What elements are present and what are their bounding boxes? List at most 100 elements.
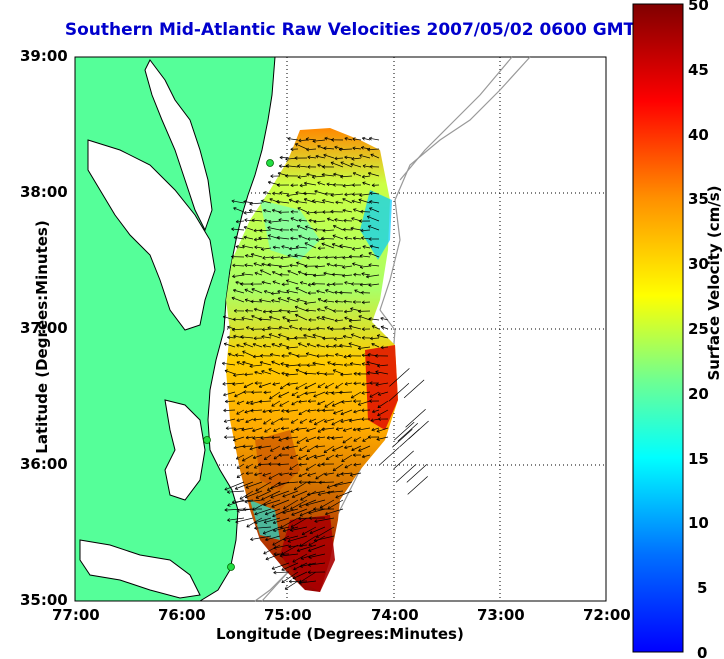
velocity-vector: [375, 382, 389, 386]
velocity-vector-head: [362, 245, 366, 247]
velocity-vector-head: [253, 308, 257, 312]
velocity-vector-head: [244, 410, 248, 413]
velocity-vector: [272, 246, 281, 249]
velocity-vector: [316, 344, 326, 348]
velocity-vector: [224, 370, 236, 375]
velocity-vector-head: [253, 237, 257, 241]
velocity-vector-head: [281, 246, 285, 249]
velocity-vector-head: [270, 293, 274, 296]
velocity-vector-head: [290, 455, 293, 459]
velocity-vector: [362, 182, 371, 186]
velocity-vector-head: [334, 320, 338, 323]
velocity-vector: [306, 256, 317, 259]
velocity-vector-head: [361, 418, 365, 422]
velocity-vector: [286, 280, 299, 285]
velocity-vector: [348, 319, 362, 322]
velocity-vector-head: [258, 318, 262, 321]
velocity-vector-head: [317, 492, 321, 495]
velocity-vector: [265, 535, 281, 541]
velocity-vector-head: [270, 495, 273, 498]
velocity-vector-head: [267, 234, 271, 236]
velocity-vector-head: [315, 266, 319, 269]
velocity-vector-head: [368, 137, 372, 141]
velocity-vector-head: [342, 209, 346, 213]
velocity-vector-head: [307, 410, 311, 413]
velocity-vector-head: [278, 394, 281, 398]
velocity-vector-head: [281, 371, 285, 374]
velocity-vector: [332, 235, 344, 240]
velocity-vector: [332, 363, 344, 366]
velocity-vector-head: [286, 445, 289, 449]
velocity-vector-head: [265, 537, 268, 541]
velocity-vector-head: [306, 448, 309, 452]
velocity-vector-head: [304, 273, 307, 277]
velocity-vector-head: [270, 448, 273, 452]
velocity-vector: [263, 191, 272, 195]
velocity-vector-head: [303, 193, 307, 196]
velocity-vector: [341, 400, 353, 403]
velocity-vector-head: [378, 418, 381, 421]
velocity-vector-head: [233, 447, 237, 450]
velocity-vector-head: [359, 282, 363, 286]
velocity-vector-head: [305, 440, 310, 442]
velocity-vector-head: [233, 445, 237, 449]
velocity-vector: [233, 207, 245, 213]
velocity-vector-head: [332, 283, 336, 286]
velocity-vector-head: [332, 235, 336, 239]
velocity-vector: [278, 219, 290, 222]
velocity-vector-head: [262, 257, 266, 260]
velocity-vector: [241, 273, 254, 276]
velocity-vector-head: [296, 440, 299, 444]
velocity-vector: [270, 445, 281, 452]
velocity-vector: [295, 382, 308, 390]
velocity-vector-head: [317, 463, 320, 466]
velocity-vector: [236, 454, 245, 460]
velocity-vector-head: [287, 382, 290, 385]
velocity-vector-head: [297, 164, 301, 167]
velocity-vector-head: [265, 559, 269, 561]
velocity-vector-head: [368, 237, 372, 240]
velocity-vector: [236, 418, 245, 422]
velocity-vector-head: [242, 245, 245, 249]
velocity-vector: [296, 262, 308, 267]
velocity-vector-head: [306, 430, 310, 433]
velocity-vector: [334, 481, 353, 487]
velocity-vector-head: [279, 155, 283, 158]
velocity-vector: [235, 517, 254, 523]
velocity-vector-head: [325, 289, 329, 291]
velocity-vector-head: [296, 225, 300, 229]
velocity-vector-head: [341, 400, 345, 403]
velocity-vector-head: [357, 346, 361, 349]
velocity-vector: [246, 517, 263, 528]
velocity-vector-head: [322, 230, 326, 233]
velocity-vector-head: [360, 211, 364, 214]
velocity-vector: [351, 391, 362, 399]
velocity-vector: [360, 283, 371, 286]
velocity-vector-head: [342, 428, 346, 432]
velocity-vector-head: [224, 435, 227, 438]
velocity-vector-head: [264, 429, 267, 433]
velocity-vector: [369, 201, 380, 204]
velocity-vector-head: [330, 193, 334, 196]
velocity-vector: [249, 364, 263, 367]
velocity-vector-head: [252, 356, 256, 359]
velocity-vector: [316, 526, 335, 538]
velocity-vector: [340, 175, 353, 178]
velocity-vector-head: [307, 165, 311, 168]
velocity-vector-head: [278, 219, 282, 222]
velocity-vector-head: [368, 318, 372, 321]
velocity-vector: [308, 553, 326, 558]
velocity-vector-head: [289, 264, 293, 268]
velocity-vector-head: [360, 147, 364, 150]
velocity-vector-head: [316, 410, 320, 413]
velocity-vector-head: [366, 360, 370, 363]
velocity-vector: [334, 219, 344, 222]
velocity-vector: [285, 373, 299, 376]
velocity-vector-head: [276, 183, 280, 186]
velocity-vector-head: [235, 280, 239, 283]
velocity-vector-head: [306, 211, 310, 214]
velocity-vector-head: [261, 327, 265, 330]
velocity-vector: [252, 343, 263, 348]
velocity-vector-head: [332, 274, 335, 277]
velocity-vector: [330, 162, 344, 168]
